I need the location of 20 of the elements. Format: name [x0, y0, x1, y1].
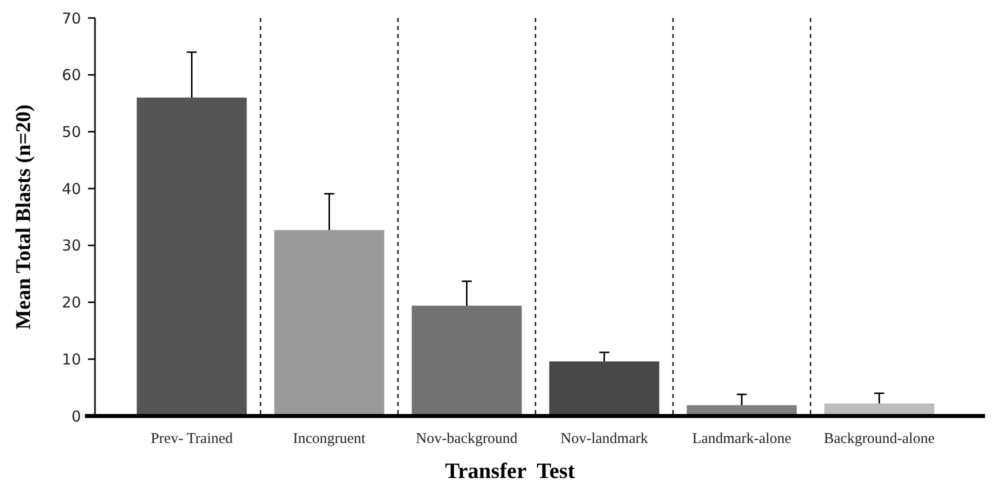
bar	[274, 230, 384, 416]
x-tick-label: Landmark-alone	[692, 431, 792, 447]
y-tick-label: 20	[62, 294, 81, 312]
bar	[136, 98, 247, 416]
y-tick-label: 60	[62, 66, 81, 84]
x-axis-title: Transfer Test	[445, 458, 576, 483]
y-tick-label: 40	[62, 180, 81, 198]
x-tick-label: Incongruent	[293, 431, 366, 447]
y-tick-label: 0	[71, 407, 81, 426]
x-tick-label: Nov-landmark	[560, 431, 648, 447]
x-tick-label: Prev- Trained	[150, 431, 234, 447]
x-tick-label: Nov-background	[416, 431, 518, 447]
y-tick-label: 50	[62, 122, 81, 141]
bar	[549, 361, 660, 416]
y-tick-label: 70	[62, 9, 81, 28]
x-tick-label: Background-alone	[824, 431, 935, 447]
y-axis-title: Mean Total Blasts (n=20)	[11, 104, 35, 330]
y-tick-label: 30	[62, 236, 81, 255]
y-tick-label: 10	[62, 350, 81, 368]
bar	[412, 306, 522, 416]
